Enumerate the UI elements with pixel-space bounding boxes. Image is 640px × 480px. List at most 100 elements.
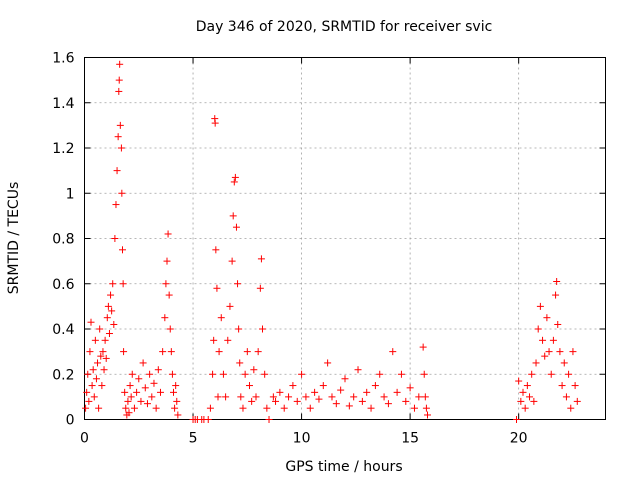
data-points <box>82 60 581 423</box>
data-point <box>276 388 284 396</box>
data-point <box>100 366 108 374</box>
data-point <box>130 404 138 412</box>
data-point <box>126 382 134 390</box>
data-point <box>117 144 125 152</box>
data-point <box>125 409 133 417</box>
y-axis-label: SRMTID / TECUs <box>6 182 22 295</box>
data-point <box>210 336 218 344</box>
data-point <box>229 212 237 220</box>
data-point <box>232 223 240 231</box>
data-point <box>118 246 126 254</box>
data-point <box>162 280 170 288</box>
data-point <box>552 291 560 299</box>
data-point <box>562 393 570 401</box>
data-point <box>235 325 243 333</box>
data-point <box>248 397 256 405</box>
data-point <box>345 402 353 410</box>
data-point <box>141 384 149 392</box>
data-point <box>154 366 162 374</box>
data-point <box>419 343 427 351</box>
data-point <box>256 284 264 292</box>
data-point <box>96 325 104 333</box>
data-point <box>358 397 366 405</box>
data-point <box>211 119 219 127</box>
data-point <box>237 393 245 401</box>
data-point <box>173 397 181 405</box>
data-point <box>415 393 423 401</box>
data-point <box>261 370 269 378</box>
data-point <box>371 382 379 390</box>
data-point <box>354 366 362 374</box>
data-point <box>115 76 123 84</box>
data-point <box>98 382 106 390</box>
y-tick-label: 1 <box>66 186 75 202</box>
data-point <box>567 404 575 412</box>
data-point <box>263 404 271 412</box>
data-point <box>545 348 553 356</box>
data-point <box>109 280 117 288</box>
data-point <box>243 348 251 356</box>
x-tick-label: 5 <box>189 431 198 447</box>
data-point <box>83 388 91 396</box>
data-point <box>120 348 128 356</box>
data-point <box>215 348 223 356</box>
data-point <box>99 348 107 356</box>
data-point <box>421 393 429 401</box>
data-point <box>212 246 220 254</box>
data-point <box>231 173 239 181</box>
data-point <box>168 370 176 378</box>
data-point <box>226 302 234 310</box>
data-point <box>115 87 123 95</box>
data-point <box>367 404 375 412</box>
x-tick-label: 20 <box>510 431 528 447</box>
data-point <box>302 393 310 401</box>
data-point <box>171 404 179 412</box>
x-tick-label: 15 <box>401 431 419 447</box>
data-point <box>560 359 568 367</box>
data-point <box>298 370 306 378</box>
data-point <box>156 388 164 396</box>
data-point <box>573 397 581 405</box>
data-point <box>172 382 180 390</box>
data-point <box>332 400 340 408</box>
grid-lines <box>84 57 606 420</box>
data-point <box>167 348 175 356</box>
data-point <box>523 382 531 390</box>
data-point <box>116 121 124 129</box>
data-point <box>530 397 538 405</box>
x-tick-label: 10 <box>293 431 311 447</box>
data-point <box>549 336 557 344</box>
data-point <box>272 397 280 405</box>
data-point <box>319 382 327 390</box>
data-point <box>521 404 529 412</box>
data-point <box>228 257 236 265</box>
data-point <box>558 382 566 390</box>
data-point <box>143 400 151 408</box>
data-point <box>133 388 141 396</box>
data-point <box>254 348 262 356</box>
data-point <box>363 388 371 396</box>
data-point <box>234 280 242 288</box>
data-point <box>556 348 564 356</box>
chart-title: Day 346 of 2020, SRMTID for receiver svi… <box>196 19 493 35</box>
data-point <box>402 397 410 405</box>
data-point <box>410 404 418 412</box>
data-point <box>547 370 555 378</box>
data-point <box>519 388 527 396</box>
data-point <box>103 314 111 322</box>
data-point <box>222 393 230 401</box>
data-point <box>209 370 217 378</box>
data-point <box>259 325 267 333</box>
data-point <box>219 370 227 378</box>
data-point <box>397 370 405 378</box>
data-point <box>127 393 135 401</box>
data-point <box>423 411 431 419</box>
data-point <box>285 393 293 401</box>
data-point <box>95 404 103 412</box>
data-point <box>150 379 158 387</box>
data-point <box>121 388 129 396</box>
data-point <box>384 400 392 408</box>
data-point <box>206 404 214 412</box>
data-point <box>87 318 95 326</box>
